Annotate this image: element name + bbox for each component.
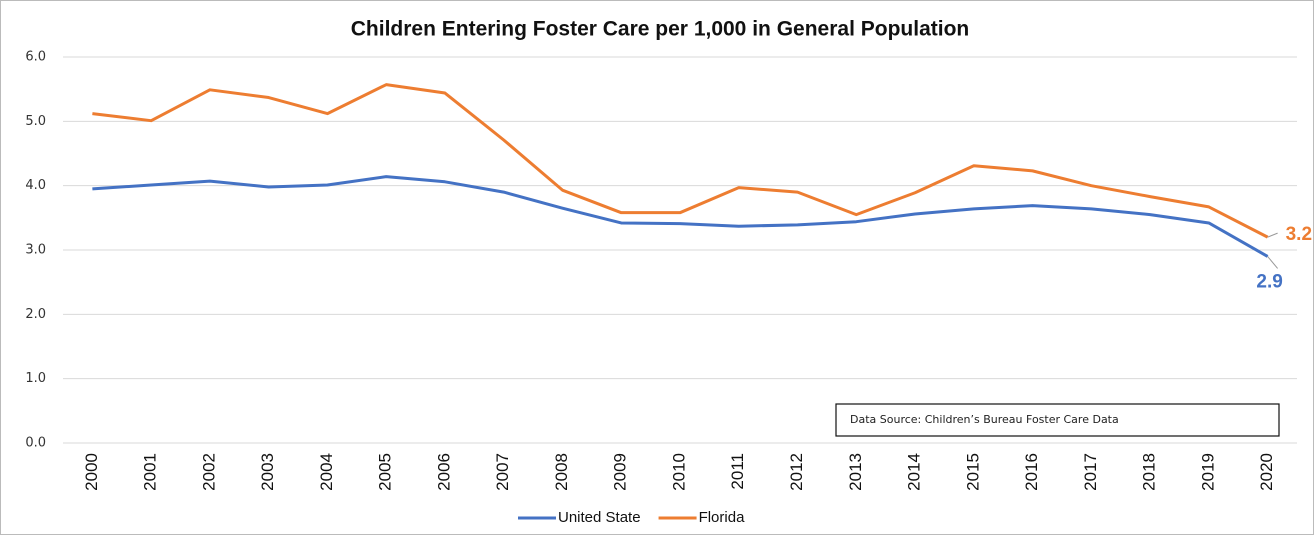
x-tick-label: 2015 [963, 453, 982, 491]
y-tick-label: 4.0 [25, 178, 46, 193]
x-tick-label: 2008 [552, 453, 571, 491]
x-tick-label: 2009 [611, 453, 630, 491]
y-tick-label: 1.0 [25, 371, 46, 386]
x-tick-label: 2011 [728, 453, 747, 490]
legend-label: United State [558, 509, 641, 526]
leader-line [1267, 256, 1279, 269]
x-tick-label: 2017 [1081, 453, 1100, 491]
series-line [92, 83, 1269, 239]
x-tick-label: 2014 [905, 453, 924, 491]
annotation-box [835, 403, 1280, 437]
chart-title: Children Entering Foster Care per 1,000 … [351, 18, 969, 41]
x-tick-label: 2002 [199, 453, 218, 491]
x-tick-label: 2007 [493, 453, 512, 491]
x-tick-label: 2000 [82, 453, 101, 491]
data-label: 2.9 [1256, 271, 1282, 292]
x-tick-label: 2010 [669, 453, 688, 491]
x-tick-label: 2016 [1022, 453, 1041, 491]
y-tick-label: 0.0 [25, 436, 46, 451]
x-tick-label: 2006 [434, 453, 453, 491]
y-tick-label: 6.0 [25, 50, 46, 65]
data-label: 3.2 [1286, 224, 1312, 245]
leader-line [1267, 232, 1278, 238]
y-tick-label: 2.0 [25, 307, 46, 322]
x-tick-label: 2005 [376, 453, 395, 491]
y-tick-label: 3.0 [25, 243, 46, 258]
x-tick-label: 2012 [787, 453, 806, 491]
x-tick-label: 2001 [141, 453, 160, 491]
annotation: Data Source: Children’s Bureau Foster Ca… [850, 413, 1119, 426]
x-tick-label: 2018 [1140, 453, 1159, 491]
x-tick-label: 2003 [258, 453, 277, 491]
x-tick-label: 2019 [1198, 453, 1217, 491]
x-tick-label: 2004 [317, 453, 336, 491]
y-tick-label: 5.0 [25, 114, 46, 129]
legend-label: Florida [699, 509, 746, 526]
x-tick-label: 2020 [1257, 453, 1276, 491]
x-tick-label: 2013 [846, 453, 865, 491]
series-line [92, 175, 1269, 258]
